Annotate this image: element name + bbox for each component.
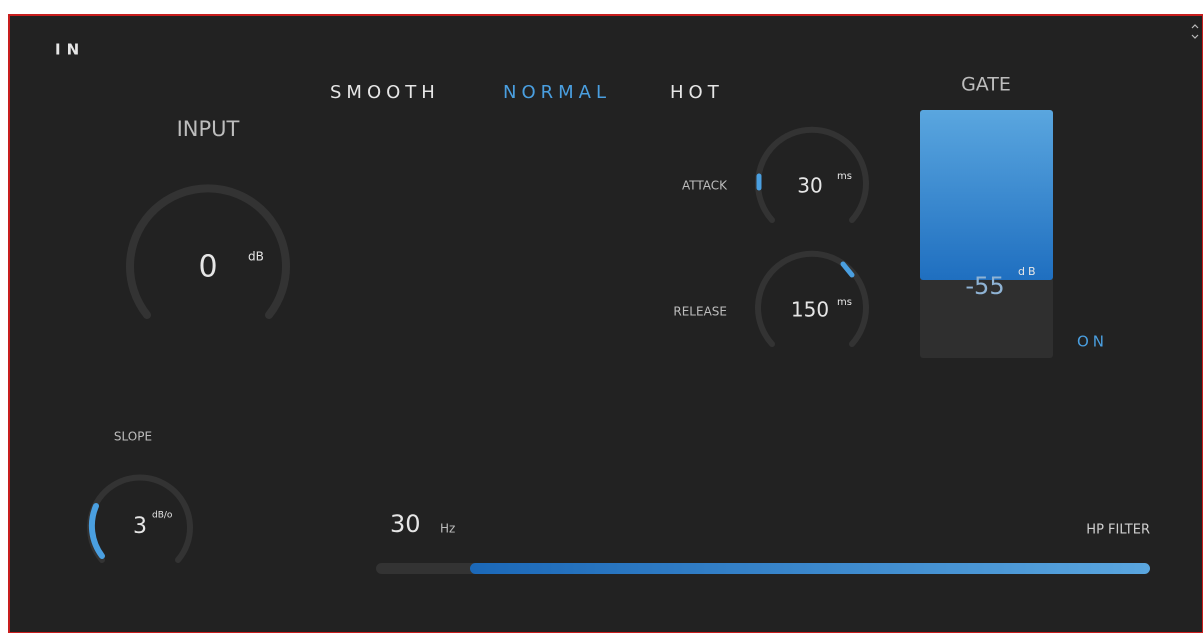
input-knob[interactable] <box>126 184 290 319</box>
release-label: RELEASE <box>673 305 727 319</box>
mode-smooth[interactable]: SMOOTH <box>330 82 440 103</box>
input-unit: dB <box>248 250 264 264</box>
attack-unit: ms <box>837 171 852 182</box>
input-label: INPUT <box>177 117 240 141</box>
release-unit: ms <box>837 297 852 308</box>
slope-label: SLOPE <box>114 430 152 444</box>
release-knob[interactable] <box>755 250 869 347</box>
gate-label: GATE <box>961 74 1011 96</box>
slope-unit: dB/o <box>152 511 173 521</box>
hp-value: 30 <box>390 510 421 538</box>
gate-value: -55 <box>965 272 1004 300</box>
header-title: IN <box>55 41 85 59</box>
hp-slider-fill <box>470 563 1150 574</box>
attack-value: 30 <box>797 174 822 198</box>
slope-value: 3 <box>133 514 147 539</box>
release-value: 150 <box>791 298 829 322</box>
mode-normal[interactable]: NORMAL <box>503 82 611 103</box>
gate-state[interactable]: ON <box>1077 333 1108 351</box>
input-value: 0 <box>198 250 217 285</box>
gate-fill <box>920 110 1053 280</box>
mode-hot[interactable]: HOT <box>670 82 724 103</box>
release-indicator <box>840 261 855 278</box>
hp-label: HP FILTER <box>1086 523 1150 538</box>
gate-unit: dB <box>1018 265 1039 278</box>
collapse-icon[interactable] <box>1191 24 1199 39</box>
hp-unit: Hz <box>440 522 455 536</box>
slope-indicator <box>88 503 105 559</box>
attack-label: ATTACK <box>682 179 728 193</box>
